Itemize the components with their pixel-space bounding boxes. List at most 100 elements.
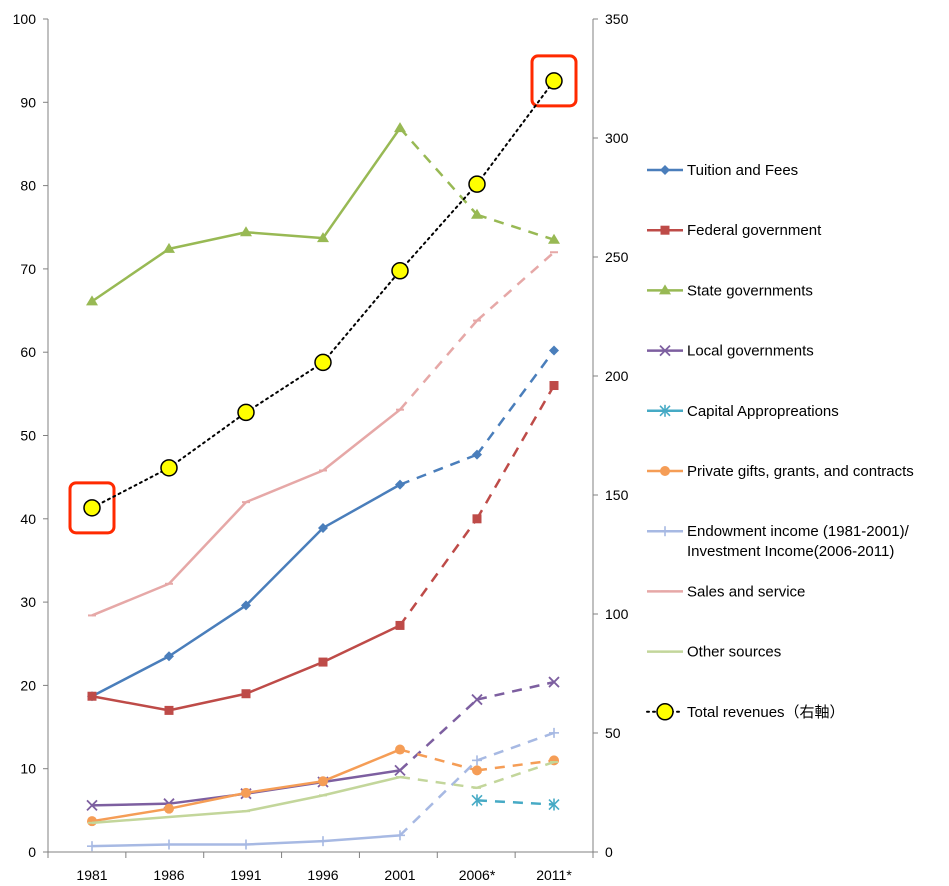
data-point [391, 262, 409, 280]
series-segment [322, 769, 401, 784]
legend-swatch-marker [660, 526, 670, 537]
legend-swatch-marker [659, 344, 671, 357]
legend-item-tuition-and-fees: Tuition and Fees [647, 162, 798, 179]
left-tick-label: 80 [20, 178, 36, 194]
x-tick-label: 1986 [153, 867, 184, 883]
data-point [548, 798, 560, 811]
series-segment [399, 319, 478, 411]
legend-label: Other sources [687, 644, 781, 661]
series-segment [322, 483, 401, 530]
data-point [237, 403, 255, 422]
legend-label: Sales and service [687, 583, 805, 600]
right-tick-label: 350 [605, 11, 629, 27]
data-point [87, 841, 97, 852]
legend-item-capital-appropreations: Capital Appropreations [647, 403, 839, 420]
legend-item-endowment-income-1981-2001-investment-income-2006-2011: Endowment income (1981-2001)/ Investment … [647, 523, 910, 560]
series-segment [476, 799, 555, 806]
data-point [164, 839, 174, 850]
series-segment [91, 247, 170, 303]
legend-item-local-governments: Local governments [647, 343, 814, 360]
data-point [83, 499, 101, 517]
right-tick-label: 250 [605, 249, 629, 265]
x-tick-label: 2011* [536, 867, 572, 883]
legend-swatch-marker [660, 225, 670, 235]
data-point [395, 479, 405, 490]
data-point [164, 705, 174, 715]
series-segment [322, 624, 401, 664]
data-point [164, 803, 174, 814]
legend-label: Federal government [687, 222, 822, 239]
series-segment [245, 660, 324, 695]
data-point [545, 72, 563, 90]
right-tick-label: 150 [605, 487, 629, 503]
data-point [240, 226, 252, 237]
data-point [87, 691, 97, 701]
series-local-governments [86, 676, 560, 811]
left-tick-label: 0 [28, 844, 36, 860]
series-segment [398, 518, 479, 627]
series-segment [322, 408, 401, 472]
series-segment [91, 802, 170, 807]
data-point [548, 676, 560, 688]
legend-label: Local governments [687, 343, 814, 360]
legend: Tuition and Fees Federal government State … [646, 162, 914, 721]
series-segment [91, 582, 170, 617]
legend-item-federal-government: Federal government [647, 222, 822, 239]
series-layer [68, 54, 578, 852]
right-tick-label: 0 [605, 844, 613, 860]
series-segment [91, 694, 170, 712]
series-segment [168, 604, 247, 658]
left-tick-label: 70 [20, 261, 36, 277]
data-point [160, 459, 178, 477]
legend-label: Tuition and Fees [687, 162, 798, 179]
legend-label: Endowment income (1981-2001)/ [687, 523, 910, 540]
data-point [241, 689, 251, 699]
series-sales-and-service [88, 251, 558, 617]
data-point [468, 175, 486, 193]
series-segment [399, 127, 478, 216]
data-point [317, 232, 329, 243]
series-segment [245, 231, 324, 240]
highlight-box-1981 [68, 481, 116, 535]
left-tick-label: 50 [20, 428, 36, 444]
series-segment [322, 834, 401, 843]
data-point [472, 755, 482, 766]
series-endowment-income-1981-2001-investment-income-2006-2011 [87, 727, 559, 852]
data-point [241, 600, 251, 611]
series-segment [476, 731, 555, 762]
data-point [394, 122, 406, 133]
data-point [394, 764, 406, 777]
series-segment [168, 692, 247, 712]
x-tick-label: 1991 [230, 867, 261, 883]
data-point [548, 233, 560, 244]
data-point [318, 836, 328, 847]
data-point [395, 830, 405, 841]
x-tick-label: 2006* [459, 867, 496, 883]
series-segment [91, 466, 170, 509]
series-segment [168, 231, 247, 251]
legend-item-private-gifts-grants-and-contracts: Private gifts, grants, and contracts [647, 463, 914, 480]
data-point [318, 776, 328, 787]
legend-swatch-marker [660, 466, 670, 476]
legend-item-sales-and-service: Sales and service [647, 583, 805, 600]
series-segment [91, 807, 170, 823]
series-segment [476, 79, 555, 186]
series-segment [321, 127, 402, 239]
data-point [318, 657, 328, 667]
series-segment [91, 655, 170, 698]
legend-item-state-governments: State governments [647, 282, 813, 299]
data-point [318, 522, 328, 533]
data-point [471, 693, 483, 706]
data-point [163, 242, 175, 253]
series-segment [245, 361, 324, 414]
legend-item-total-revenues: Total revenues（右軸） [646, 703, 845, 721]
data-point [241, 787, 251, 798]
series-private-gifts-grants-and-contracts [87, 744, 559, 827]
data-point [395, 620, 405, 630]
series-segment [91, 843, 170, 848]
left-tick-label: 90 [20, 94, 36, 110]
left-tick-label: 10 [20, 761, 36, 777]
series-segment [475, 349, 556, 456]
series-segment [476, 251, 555, 322]
series-federal-government [87, 381, 559, 715]
